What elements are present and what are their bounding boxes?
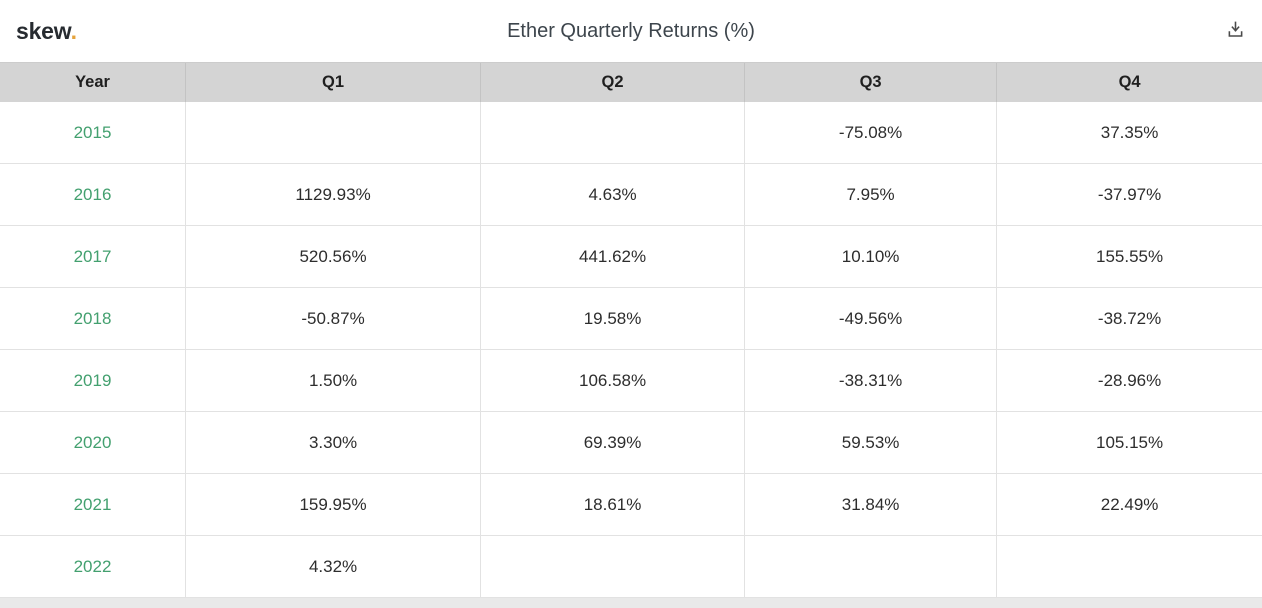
table-row: 2020 3.30% 69.39% 59.53% 105.15%: [0, 412, 1262, 474]
value-cell-q2: 441.62%: [481, 226, 746, 287]
column-header-q1: Q1: [186, 63, 482, 102]
value-cell-q1: 520.56%: [186, 226, 482, 287]
download-button[interactable]: [1222, 16, 1248, 42]
value-cell-q2: 19.58%: [481, 288, 746, 349]
download-icon: [1228, 21, 1242, 37]
horizontal-scrollbar-track[interactable]: [0, 598, 1262, 608]
table-row: 2021 159.95% 18.61% 31.84% 22.49%: [0, 474, 1262, 536]
table-row: 2017 520.56% 441.62% 10.10% 155.55%: [0, 226, 1262, 288]
value-cell-q1: 1.50%: [186, 350, 482, 411]
table-row: 2015 -75.08% 37.35%: [0, 102, 1262, 164]
table-row: 2018 -50.87% 19.58% -49.56% -38.72%: [0, 288, 1262, 350]
value-cell-q1: 4.32%: [186, 536, 482, 597]
value-cell-q1: -50.87%: [186, 288, 482, 349]
value-cell-q1: 1129.93%: [186, 164, 482, 225]
logo-text: skew: [16, 17, 71, 44]
year-cell: 2017: [0, 226, 187, 287]
column-header-q4: Q4: [1118, 73, 1141, 91]
value-cell-q4: 105.15%: [1096, 432, 1164, 452]
value-cell-q3: -38.31%: [745, 350, 998, 411]
logo-dot: .: [70, 17, 77, 44]
skew-logo[interactable]: skew.: [16, 18, 77, 45]
value-cell-q4: 155.55%: [1096, 246, 1164, 266]
value-cell-q2: 4.63%: [481, 164, 746, 225]
year-cell: 2021: [0, 474, 187, 535]
year-cell: 2022: [0, 536, 187, 597]
value-cell-q4: -38.72%: [1097, 308, 1162, 328]
value-cell-q3: 7.95%: [745, 164, 998, 225]
value-cell-q4: -37.97%: [1097, 184, 1162, 204]
quarterly-returns-table: Year Q1 Q2 Q3 Q4 2015 -75.08% 37.35% 2016 11…: [0, 62, 1262, 598]
table-header-row: Year Q1 Q2 Q3 Q4: [0, 62, 1262, 102]
value-cell-q3: [745, 536, 998, 597]
value-cell-q1: 159.95%: [186, 474, 482, 535]
value-cell-q3: -75.08%: [745, 102, 998, 163]
value-cell-q1: 3.30%: [186, 412, 482, 473]
table-row: 2022 4.32%: [0, 536, 1262, 598]
year-cell: 2018: [0, 288, 187, 349]
year-cell: 2015: [0, 102, 187, 163]
year-cell: 2020: [0, 412, 187, 473]
page-title: Ether Quarterly Returns (%): [507, 19, 755, 42]
column-header-q2: Q2: [481, 63, 746, 102]
value-cell-q4: 37.35%: [1100, 122, 1159, 142]
value-cell-q3: 59.53%: [745, 412, 998, 473]
year-cell: 2019: [0, 350, 187, 411]
value-cell-q2: 106.58%: [481, 350, 746, 411]
value-cell-q1: [186, 102, 482, 163]
value-cell-q3: 31.84%: [745, 474, 998, 535]
value-cell-q4: -28.96%: [1097, 370, 1162, 390]
value-cell-q2: 18.61%: [481, 474, 746, 535]
table-row: 2019 1.50% 106.58% -38.31% -28.96%: [0, 350, 1262, 412]
column-header-year: Year: [0, 63, 187, 102]
value-cell-q3: -49.56%: [745, 288, 998, 349]
value-cell-q2: [481, 536, 746, 597]
year-cell: 2016: [0, 164, 187, 225]
table-row: 2016 1129.93% 4.63% 7.95% -37.97%: [0, 164, 1262, 226]
column-header-q3: Q3: [745, 63, 998, 102]
value-cell-q3: 10.10%: [745, 226, 998, 287]
value-cell-q4: [997, 536, 1262, 597]
value-cell-q4: 22.49%: [1100, 494, 1159, 514]
table-body: 2015 -75.08% 37.35% 2016 1129.93% 4.63% 7.95% -…: [0, 102, 1262, 598]
value-cell-q2: [481, 102, 746, 163]
top-bar: skew. Ether Quarterly Returns (%): [0, 0, 1262, 62]
value-cell-q2: 69.39%: [481, 412, 746, 473]
